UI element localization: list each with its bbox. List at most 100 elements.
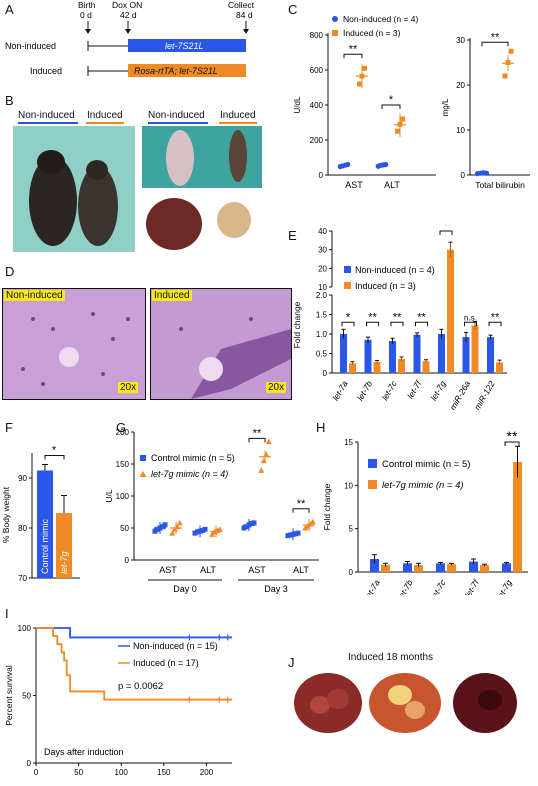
legend-label: Non-induced (n = 15): [133, 641, 218, 651]
y-tick-label: 40: [318, 227, 327, 236]
x-category-label: miR-122: [472, 379, 497, 410]
significance-bracket: [464, 321, 477, 327]
significance-label: **: [491, 31, 500, 43]
bar: [513, 461, 522, 572]
significance-label: **: [368, 311, 377, 323]
data-point: [169, 530, 176, 536]
x-category-label: let-7a: [330, 379, 349, 403]
y-tick-label: 150: [116, 460, 130, 469]
survival-curve: [36, 627, 232, 701]
noninduced-construct-bar: [128, 39, 246, 52]
significance-bracket: [44, 455, 65, 460]
induced-construct-label: Rosa-rtTA; let-7S21L: [134, 66, 218, 76]
y-tick-label: 0: [461, 171, 466, 180]
y-tick-label: 200: [116, 428, 130, 437]
significance-label: *: [346, 311, 351, 323]
chart-e-fold-change: 0 0.5 1.0 1.5 2.010 20 30 40 Fold change let-7a * l…: [292, 225, 507, 410]
bar: [469, 561, 478, 572]
bar: [487, 337, 494, 373]
bar: [381, 565, 390, 572]
x-tick-label: 100: [115, 768, 129, 777]
y-tick-label: 0: [349, 568, 354, 577]
panel-d-label: D: [5, 264, 15, 279]
chart-c-bilirubin: 0 10 20 30 mg/L Total bilirubin **: [441, 31, 530, 190]
bar: [349, 363, 356, 373]
chart-i-survival: 0 50 100 0 50 100 150 200 Percent survival Days a…: [4, 624, 232, 777]
bar: [496, 362, 503, 373]
bar: [389, 341, 396, 373]
legend-marker: [140, 455, 146, 461]
bar: [502, 563, 511, 572]
data-point: [162, 522, 168, 528]
data-point: [263, 451, 270, 457]
bar: [436, 563, 445, 572]
data-point: [202, 526, 208, 532]
x-category-label: miR-26a: [448, 379, 473, 410]
panel-c-label: C: [288, 2, 298, 17]
y-axis-label: Fold change: [322, 483, 332, 530]
tumor-liver-photos: [294, 673, 517, 733]
panel-b-header-left-induced: Induced: [87, 110, 123, 121]
y-tick-label: 10: [456, 126, 465, 135]
significance-bracket: [248, 437, 266, 443]
x-tick-label: 50: [74, 768, 83, 777]
x-category-label: let-7c: [429, 577, 448, 595]
bar: [447, 564, 456, 572]
panel-f-label: F: [5, 420, 13, 435]
significance-label: **: [417, 311, 426, 323]
y-axis-label: % Body weight: [1, 486, 11, 543]
chart-f-body-weight: 70 80 90 % Body weight Control mimic let-7g *: [1, 445, 80, 583]
histology-tag-noninduced: Non-induced: [4, 290, 65, 301]
legend-label: let-7g mimic (n = 4): [382, 480, 464, 491]
x-axis-label: Days after induction: [44, 747, 124, 757]
significance-label: **: [349, 43, 358, 55]
x-category-label: ALT: [293, 565, 309, 575]
significance-bracket: [343, 53, 363, 59]
data-point: [176, 519, 183, 526]
panel-g-label: G: [116, 420, 127, 435]
y-tick-label: 2.0: [316, 291, 328, 300]
bar: [340, 334, 347, 373]
timeline-dox-sub: 42 d: [120, 10, 137, 20]
data-point: [357, 81, 362, 87]
significance-label: **: [491, 311, 500, 323]
group-label: Day 3: [264, 584, 288, 594]
legend-marker: [344, 282, 351, 289]
timeline-collect-sub: 84 d: [236, 10, 253, 20]
significance-bracket: [292, 508, 310, 513]
legend-marker: [368, 480, 377, 489]
x-category-label: Total bilirubin: [475, 180, 525, 190]
significance-bracket: [488, 321, 502, 327]
y-tick-label: 50: [120, 524, 129, 533]
row-induced-label: Induced: [30, 66, 62, 76]
legend-label: Control mimic (n = 5): [151, 453, 235, 463]
data-point: [309, 518, 316, 525]
bar: [480, 565, 489, 572]
legend-marker: [332, 16, 338, 22]
panel-a-label: A: [5, 2, 14, 17]
panel-b-header-right-induced: Induced: [220, 110, 256, 121]
induced-construct-bar: [128, 64, 246, 77]
bar-label: Control mimic: [40, 518, 50, 574]
significance-bracket: [415, 321, 428, 327]
significance-bracket: [390, 321, 404, 327]
histology-tag-induced: Induced: [152, 290, 192, 301]
x-tick-label: 0: [34, 768, 39, 777]
panel-j-caption: Induced 18 months: [348, 652, 434, 663]
legend-label: Induced (n = 17): [133, 658, 199, 668]
y-tick-label: 0: [27, 759, 32, 768]
y-axis-label: U/dL: [293, 96, 302, 113]
data-point: [251, 520, 257, 526]
x-category-label: let-7g: [494, 578, 513, 595]
data-point: [362, 65, 367, 71]
y-tick-label: 1.0: [316, 330, 328, 339]
data-point: [383, 161, 389, 168]
noninduced-construct-label: let-7S21L: [165, 41, 204, 51]
legend-label: Control mimic (n = 5): [382, 459, 470, 470]
magnification-tag-right: 20x: [266, 382, 287, 393]
timeline-birth-label: Birth: [78, 0, 96, 10]
legend-label: Non-induced (n = 4): [343, 14, 419, 24]
significance-label: **: [393, 311, 402, 323]
panel-i-label: I: [5, 606, 9, 621]
x-tick-label: 200: [200, 768, 214, 777]
